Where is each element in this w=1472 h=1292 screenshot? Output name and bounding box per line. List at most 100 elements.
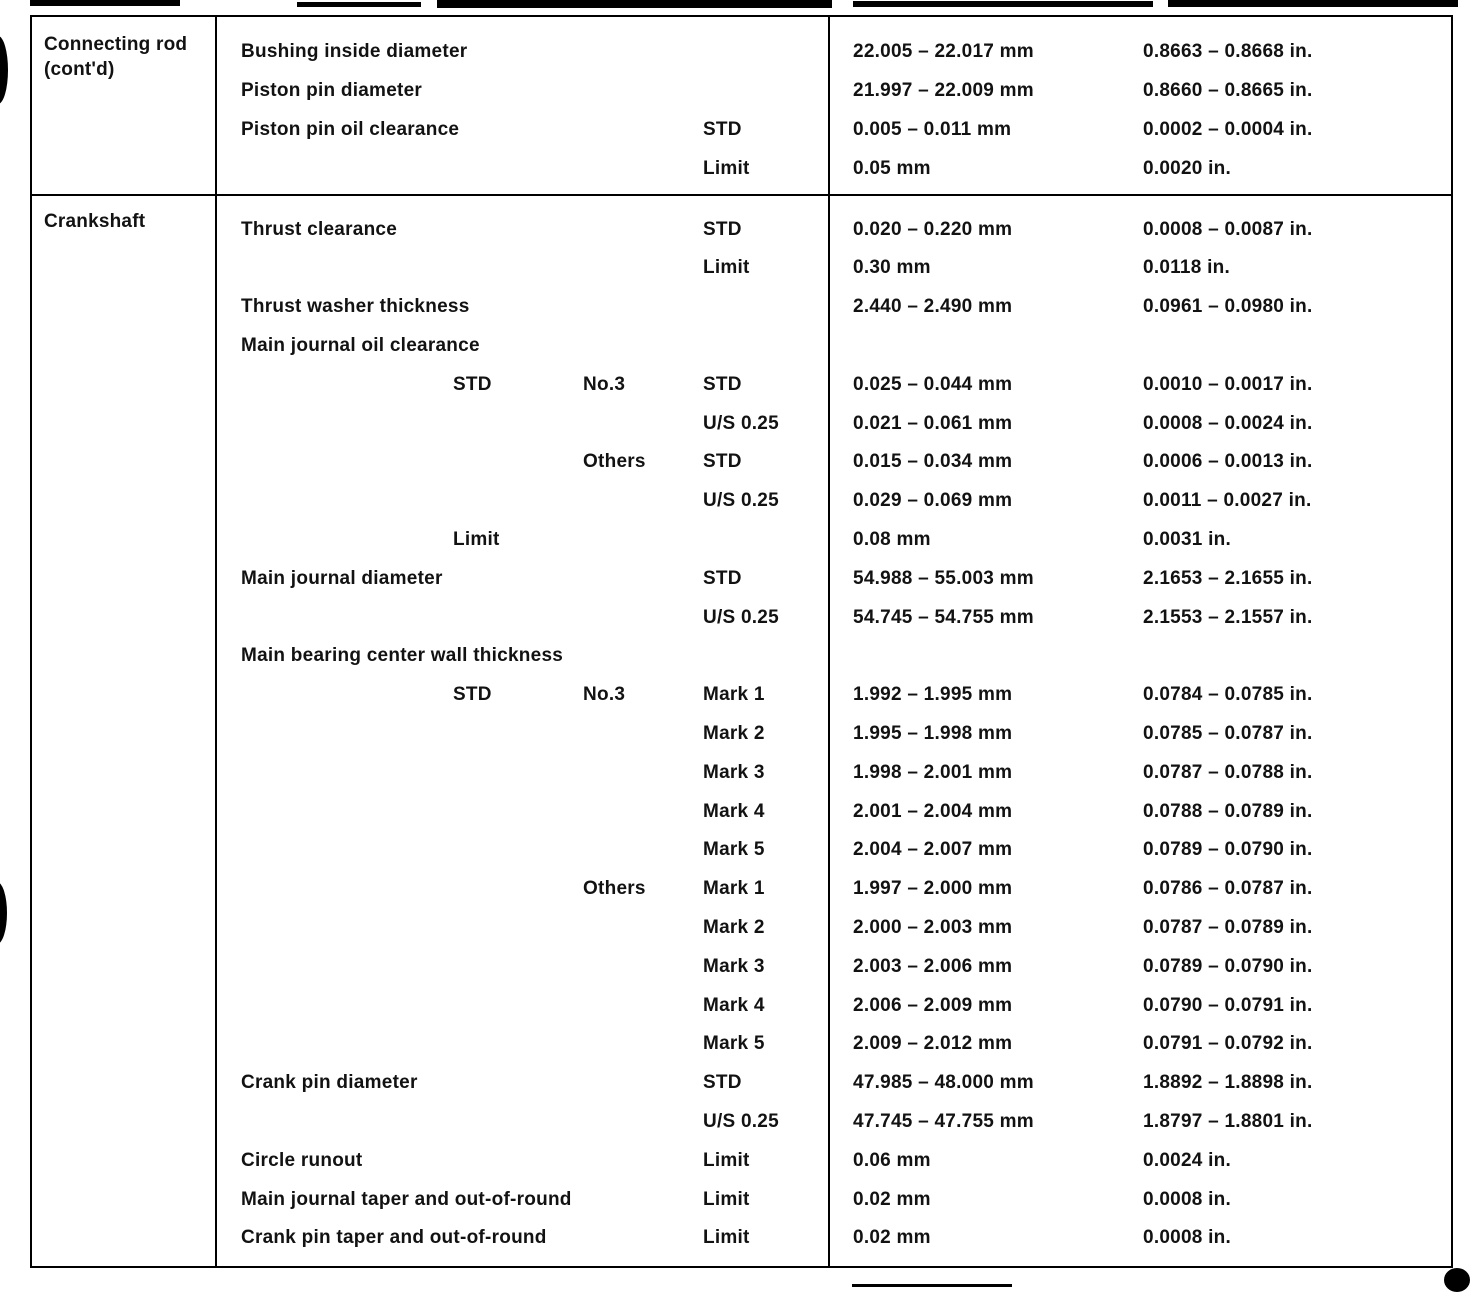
value-mm: 0.029 – 0.069 mm (853, 490, 1013, 512)
table-row: STD No.3 STD 0.025 – 0.044 mm 0.0010 – 0.001… (217, 365, 1451, 404)
value-mm: 0.30 mm (853, 257, 931, 279)
value-mm: 2.001 – 2.004 mm (853, 800, 1013, 822)
table-row: Crank pin taper and out-of-round Limit 0.0… (217, 1219, 1451, 1258)
table-row: U/S 0.25 54.745 – 54.755 mm 2.1553 – 2.155… (217, 598, 1451, 637)
condition-label: Mark 4 (703, 994, 765, 1016)
value-in: 0.0789 – 0.0790 in. (1143, 955, 1313, 977)
spec-name: Thrust clearance (241, 218, 398, 240)
value-mm: 21.997 – 22.009 mm (853, 80, 1034, 102)
value-mm: 0.02 mm (853, 1188, 931, 1210)
table-row: STD No.3 Mark 1 1.992 – 1.995 mm 0.0784 – 0.… (217, 676, 1451, 715)
table-row: Bushing inside diameter 22.005 – 22.017 m… (217, 33, 1451, 72)
value-in: 0.0008 – 0.0087 in. (1143, 218, 1313, 240)
scan-artifact (0, 882, 7, 944)
spec-name: Main journal diameter (241, 567, 443, 589)
sub-label-2: No.3 (583, 684, 626, 706)
scan-artifact (853, 1, 1153, 7)
sub-label-2: No.3 (583, 373, 626, 395)
condition-label: Limit (703, 1149, 750, 1171)
value-mm: 0.021 – 0.061 mm (853, 412, 1013, 434)
value-in: 1.8797 – 1.8801 in. (1143, 1110, 1313, 1132)
table-row: Piston pin diameter 21.997 – 22.009 mm 0.8… (217, 72, 1451, 111)
value-in: 0.0791 – 0.0792 in. (1143, 1033, 1313, 1055)
scan-artifact (297, 2, 421, 7)
value-mm: 0.06 mm (853, 1149, 931, 1171)
value-in: 1.8892 – 1.8898 in. (1143, 1072, 1313, 1094)
section-rows: Thrust clearance STD 0.020 – 0.220 mm 0.000… (217, 196, 1451, 1266)
table-row: Others Mark 1 1.997 – 2.000 mm 0.0786 – 0.0… (217, 870, 1451, 909)
condition-label: U/S 0.25 (703, 412, 779, 434)
condition-label: Mark 2 (703, 916, 765, 938)
condition-label: Mark 2 (703, 722, 765, 744)
spec-name: Crank pin diameter (241, 1072, 418, 1094)
condition-label: Mark 5 (703, 839, 765, 861)
value-mm: 0.020 – 0.220 mm (853, 218, 1013, 240)
condition-label: STD (703, 373, 742, 395)
scan-artifact (852, 1284, 1012, 1287)
table-row: Thrust clearance STD 0.020 – 0.220 mm 0.000… (217, 210, 1451, 249)
value-mm: 1.998 – 2.001 mm (853, 761, 1013, 783)
table-row: Main journal oil clearance (217, 327, 1451, 366)
value-mm: 2.009 – 2.012 mm (853, 1033, 1013, 1055)
value-in: 0.0961 – 0.0980 in. (1143, 296, 1313, 318)
table-row: Limit 0.30 mm 0.0118 in. (217, 249, 1451, 288)
value-in: 0.8663 – 0.8668 in. (1143, 41, 1313, 63)
sub-label-2: Others (583, 451, 646, 473)
value-in: 0.0785 – 0.0787 in. (1143, 722, 1313, 744)
table-row: Crank pin diameter STD 47.985 – 48.000 mm 1… (217, 1064, 1451, 1103)
spec-name: Piston pin diameter (241, 80, 423, 102)
value-in: 0.0020 in. (1143, 157, 1232, 179)
value-mm: 1.992 – 1.995 mm (853, 684, 1013, 706)
sub-label-1: Limit (453, 528, 500, 550)
value-in: 0.0024 in. (1143, 1149, 1232, 1171)
table-row: Mark 3 1.998 – 2.001 mm 0.0787 – 0.0788 in… (217, 753, 1451, 792)
value-mm: 0.05 mm (853, 157, 931, 179)
value-in: 0.0008 in. (1143, 1227, 1232, 1249)
condition-label: Mark 1 (703, 878, 765, 900)
condition-label: Limit (703, 1227, 750, 1249)
table-row: Mark 3 2.003 – 2.006 mm 0.0789 – 0.0790 in… (217, 947, 1451, 986)
condition-label: Mark 3 (703, 955, 765, 977)
value-mm: 1.995 – 1.998 mm (853, 722, 1013, 744)
value-in: 0.0790 – 0.0791 in. (1143, 994, 1313, 1016)
table-row: U/S 0.25 0.029 – 0.069 mm 0.0011 – 0.0027 … (217, 482, 1451, 521)
table-row: Limit 0.05 mm 0.0020 in. (217, 149, 1451, 188)
value-in: 0.0787 – 0.0789 in. (1143, 916, 1313, 938)
condition-label: STD (703, 1072, 742, 1094)
value-in: 0.0010 – 0.0017 in. (1143, 373, 1313, 395)
scan-artifact (437, 0, 832, 8)
spec-name: Thrust washer thickness (241, 296, 470, 318)
sub-label-1: STD (453, 373, 492, 395)
value-in: 0.0008 in. (1143, 1188, 1232, 1210)
value-mm: 1.997 – 2.000 mm (853, 878, 1013, 900)
table-row: U/S 0.25 47.745 – 47.755 mm 1.8797 – 1.880… (217, 1103, 1451, 1142)
value-mm: 0.02 mm (853, 1227, 931, 1249)
condition-label: U/S 0.25 (703, 606, 779, 628)
condition-label: Limit (703, 1188, 750, 1210)
value-in: 0.8660 – 0.8665 in. (1143, 80, 1313, 102)
value-mm: 54.745 – 54.755 mm (853, 606, 1034, 628)
table-row: Mark 4 2.001 – 2.004 mm 0.0788 – 0.0789 in… (217, 792, 1451, 831)
table-section: Crankshaft Thrust clearance STD 0.020 – 0.2… (32, 196, 1451, 1266)
value-mm: 2.003 – 2.006 mm (853, 955, 1013, 977)
table-row: Thrust washer thickness 2.440 – 2.490 mm 0… (217, 288, 1451, 327)
condition-label: Limit (703, 257, 750, 279)
condition-label: Mark 5 (703, 1033, 765, 1055)
spec-table: Connecting rod (cont'd) Bushing inside di… (30, 15, 1453, 1268)
condition-label: Mark 4 (703, 800, 765, 822)
table-row: Mark 2 2.000 – 2.003 mm 0.0787 – 0.0789 in… (217, 909, 1451, 948)
condition-label: Mark 3 (703, 761, 765, 783)
table-row: Main journal diameter STD 54.988 – 55.003 … (217, 559, 1451, 598)
value-mm: 0.08 mm (853, 528, 931, 550)
value-mm: 54.988 – 55.003 mm (853, 567, 1034, 589)
value-in: 0.0787 – 0.0788 in. (1143, 761, 1313, 783)
value-mm: 2.004 – 2.007 mm (853, 839, 1013, 861)
category-label: Crankshaft (32, 196, 217, 1266)
table-row: U/S 0.25 0.021 – 0.061 mm 0.0008 – 0.0024 … (217, 404, 1451, 443)
category-label: Connecting rod (cont'd) (32, 17, 217, 195)
spec-name: Main bearing center wall thickness (241, 645, 564, 667)
condition-label: Mark 1 (703, 684, 765, 706)
value-in: 0.0786 – 0.0787 in. (1143, 878, 1313, 900)
sub-label-1: STD (453, 684, 492, 706)
